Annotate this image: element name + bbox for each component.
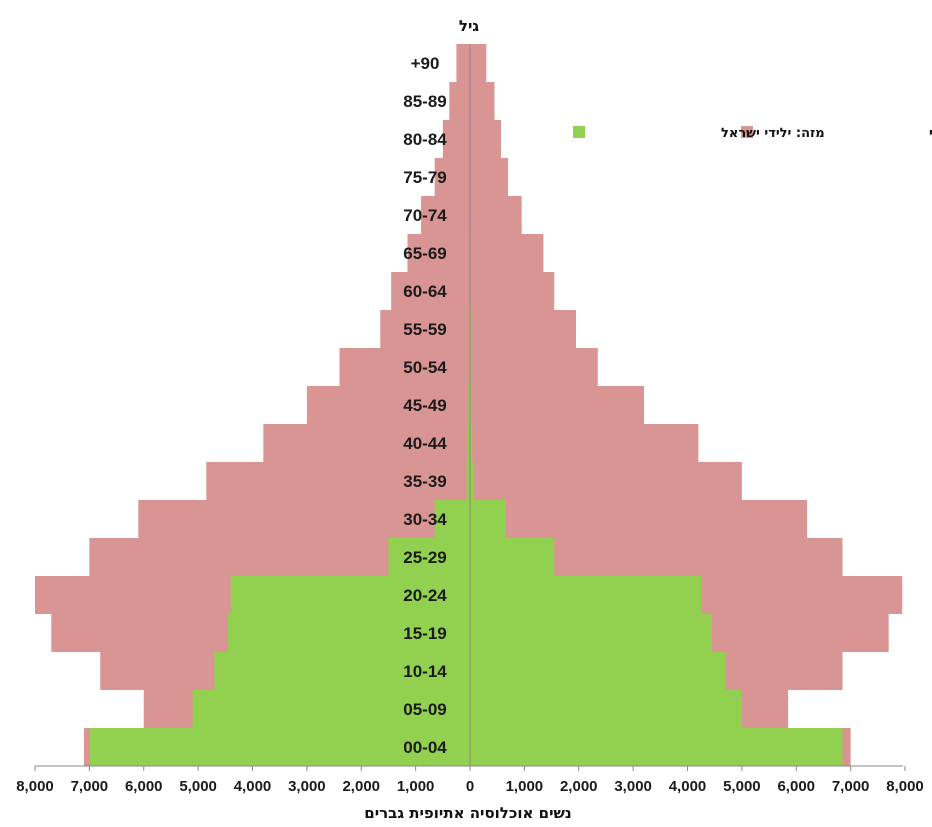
bar-ethiopian-origin-men-35-39 (470, 462, 742, 500)
x-tick-label: 4,000 (234, 778, 272, 795)
x-tick-label: 2,000 (560, 778, 598, 795)
age-group-label: 10-14 (403, 662, 447, 681)
age-group-label: 55-59 (403, 320, 446, 339)
bar-israel-born-women-55-59 (468, 310, 470, 348)
age-group-label: 50-54 (403, 358, 447, 377)
bar-ethiopian-origin-men-70-74 (470, 196, 522, 234)
bar-israel-born-men-00-04 (470, 728, 843, 766)
bar-ethiopian-origin-men-30-34 (470, 500, 808, 538)
bar-ethiopian-origin-men-50-54 (470, 348, 598, 386)
age-group-label: 20-24 (403, 586, 447, 605)
bar-israel-born-men-10-14 (470, 652, 726, 690)
legend-swatch-israel-born (573, 126, 585, 138)
legend-label-israel-born: מזה: ילידי ישראל (721, 126, 825, 141)
x-tick-label: 5,000 (179, 778, 217, 795)
x-tick-label: 8,000 (16, 778, 54, 795)
age-group-label: +90 (411, 54, 440, 73)
bar-israel-born-women-25-29 (388, 538, 470, 576)
x-tick-label: 3,000 (614, 778, 652, 795)
bar-ethiopian-origin-men-65-69 (470, 234, 544, 272)
bar-ethiopian-origin-women-+90 (456, 44, 470, 82)
age-group-label: 30-34 (403, 510, 447, 529)
x-tick-label: 6,000 (125, 778, 163, 795)
bar-ethiopian-origin-women-70-74 (421, 196, 470, 234)
x-tick-label: 4,000 (669, 778, 707, 795)
bar-israel-born-men-25-29 (470, 538, 555, 576)
bar-israel-born-men-40-44 (470, 424, 473, 462)
bar-israel-born-women-50-54 (468, 348, 470, 386)
bar-israel-born-men-55-59 (470, 310, 472, 348)
bar-ethiopian-origin-women-75-79 (434, 158, 470, 196)
age-group-label: 45-49 (403, 396, 446, 415)
bar-israel-born-men-05-09 (470, 690, 742, 728)
bar-israel-born-men-50-54 (470, 348, 472, 386)
legend: האוכלוסיה ממוצא אתיופי מזה: ילידי ישראל (573, 126, 932, 141)
bar-israel-born-women-35-39 (466, 462, 470, 500)
age-group-label: 40-44 (403, 434, 447, 453)
x-tick-label: 5,000 (723, 778, 761, 795)
age-axis-title: גיל (459, 17, 479, 35)
bar-israel-born-women-00-04 (89, 728, 470, 766)
bar-israel-born-women-20-24 (230, 576, 470, 614)
bar-israel-born-women-05-09 (192, 690, 470, 728)
bars-layer (35, 44, 903, 766)
bar-ethiopian-origin-men-55-59 (470, 310, 577, 348)
bar-israel-born-women-45-49 (468, 386, 470, 424)
age-group-label: 25-29 (403, 548, 446, 567)
x-tick-label: 3,000 (288, 778, 326, 795)
age-group-label: 85-89 (403, 92, 446, 111)
legend-swatch-ethiopian-origin (741, 126, 753, 138)
bar-ethiopian-origin-women-65-69 (407, 234, 470, 272)
age-group-label: 70-74 (403, 206, 447, 225)
bar-israel-born-women-10-14 (214, 652, 470, 690)
bar-ethiopian-origin-men-60-64 (470, 272, 555, 310)
bar-ethiopian-origin-women-30-34 (138, 500, 470, 538)
bar-ethiopian-origin-men-45-49 (470, 386, 644, 424)
bar-ethiopian-origin-men-75-79 (470, 158, 509, 196)
bar-ethiopian-origin-women-55-59 (380, 310, 470, 348)
bar-ethiopian-origin-men-85-89 (470, 82, 495, 120)
bar-ethiopian-origin-women-45-49 (306, 386, 470, 424)
bar-israel-born-men-15-19 (470, 614, 712, 652)
x-tick-label: 0 (466, 778, 474, 795)
legend-label-ethiopian-origin: האוכלוסיה ממוצא אתיופי (929, 126, 932, 141)
age-group-label: 00-04 (403, 738, 447, 757)
bar-israel-born-women-40-44 (467, 424, 470, 462)
age-group-label: 15-19 (403, 624, 446, 643)
bar-israel-born-women-15-19 (228, 614, 470, 652)
age-group-label: 75-79 (403, 168, 446, 187)
bar-ethiopian-origin-men-+90 (470, 44, 487, 82)
bar-ethiopian-origin-women-50-54 (339, 348, 470, 386)
x-axis-title: נשים אוכלוסיה אתיופית גברים (364, 804, 571, 822)
x-tick-label: 1,000 (397, 778, 435, 795)
age-group-label: 05-09 (403, 700, 446, 719)
bar-ethiopian-origin-women-80-84 (442, 120, 470, 158)
x-tick-label: 6,000 (777, 778, 815, 795)
bar-israel-born-men-45-49 (470, 386, 472, 424)
bar-israel-born-men-30-34 (470, 500, 506, 538)
bar-israel-born-men-20-24 (470, 576, 702, 614)
bar-ethiopian-origin-men-80-84 (470, 120, 501, 158)
x-tick-label: 7,000 (832, 778, 870, 795)
x-ticks: 8,000 7,000 6,000 5,000 4,000 3,000 2,000 1,000… (16, 766, 924, 795)
age-group-label: 80-84 (403, 130, 447, 149)
x-tick-label: 8,000 (886, 778, 924, 795)
bar-israel-born-men-35-39 (470, 462, 474, 500)
age-group-labels: 00-04 05-09 10-14 15-19 20-24 25-29 30-34 35-39… (403, 54, 447, 757)
age-group-label: 35-39 (403, 472, 446, 491)
x-tick-label: 7,000 (71, 778, 109, 795)
x-tick-label: 2,000 (342, 778, 380, 795)
bar-ethiopian-origin-women-60-64 (391, 272, 470, 310)
bar-ethiopian-origin-women-85-89 (449, 82, 470, 120)
bar-ethiopian-origin-men-40-44 (470, 424, 699, 462)
age-group-label: 60-64 (403, 282, 447, 301)
bar-israel-born-women-30-34 (434, 500, 470, 538)
x-tick-label: 1,000 (506, 778, 544, 795)
bar-ethiopian-origin-women-35-39 (206, 462, 470, 500)
age-group-label: 65-69 (403, 244, 446, 263)
bar-ethiopian-origin-women-40-44 (263, 424, 470, 462)
